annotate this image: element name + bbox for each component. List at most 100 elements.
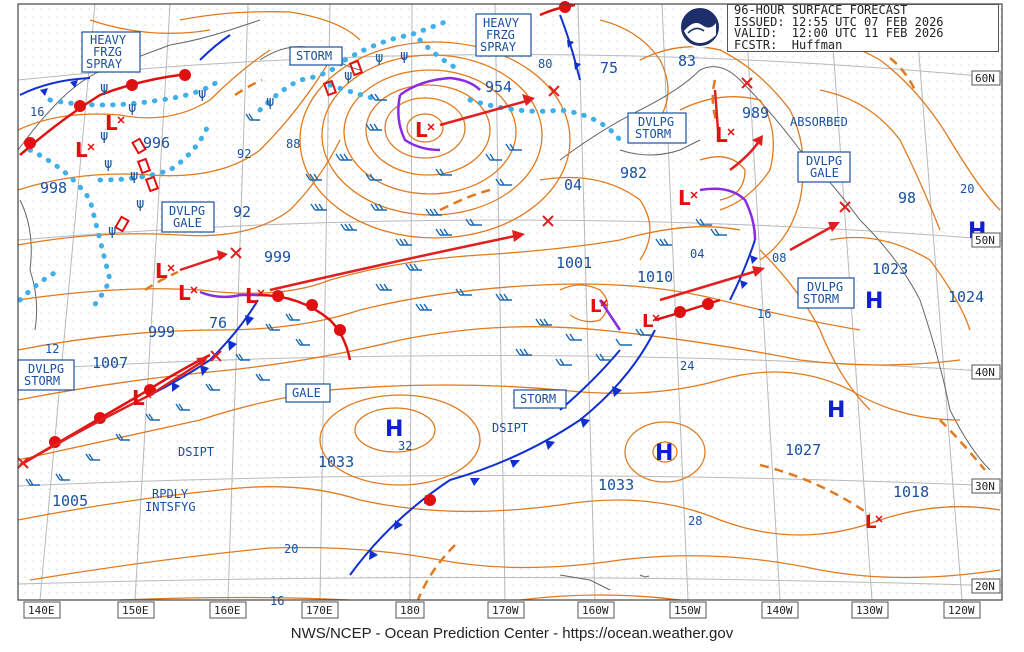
high-marker-h: H [865, 289, 883, 314]
latitude-label: 30N [975, 480, 995, 493]
isobar-value: 16 [30, 105, 44, 119]
isobar-value: 16 [757, 307, 771, 321]
warning-line: GALE [810, 166, 839, 180]
low-marker-l: L [245, 284, 258, 308]
svg-text:ψ: ψ [198, 86, 206, 102]
warning-line: STORM [24, 374, 60, 388]
longitude-labels: 140E 150E 160E 170E 180 170W 160W 150W 1… [23, 601, 981, 619]
pressure-value: 1024 [948, 288, 984, 306]
troughs [144, 57, 986, 601]
longitude-label: 160E [214, 604, 241, 617]
warning-box-gale-central: GALE [285, 383, 331, 403]
pressure-value: 92 [233, 203, 251, 221]
warning-box-dvlpg-storm-west: DVLPG STORM [17, 359, 75, 391]
warning-line: GALE [173, 216, 202, 230]
pressure-value: 999 [264, 248, 291, 266]
low-center-gulf-south: L [678, 186, 698, 210]
forecast-title: 96-HOUR SURFACE FORECAST [734, 3, 908, 17]
low-marker-l: L [415, 118, 428, 142]
pressure-value: 1018 [893, 483, 929, 501]
isobar-value: 12 [45, 342, 59, 356]
isobar-value: 32 [398, 439, 412, 453]
pressure-value: 1033 [598, 476, 634, 494]
longitude-label: 140W [766, 604, 793, 617]
latitude-50n: 50N [971, 232, 1001, 248]
svg-text:ψ: ψ [130, 168, 138, 184]
dsipt-label: DSIPT [492, 421, 528, 435]
noaa-logo-icon [678, 5, 722, 49]
low-center-aleutian: L [415, 118, 435, 142]
wind-barbs [25, 93, 727, 486]
low-center-west-a: L [155, 259, 175, 283]
latitude-40n: 40N [971, 364, 1001, 380]
svg-text:ψ: ψ [104, 156, 112, 172]
longitude-label: 180 [400, 604, 420, 617]
warning-line: DVLPG [169, 204, 205, 218]
forecaster: FCSTR: Huffman [734, 37, 843, 52]
low-centers: L L L L L L L L L L L L [75, 111, 883, 533]
track-arrowheads [196, 94, 840, 367]
warning-line: FRZG [93, 45, 122, 59]
low-marker-l: L [155, 259, 168, 283]
pressure-value: 996 [143, 134, 170, 152]
isobar-value: 28 [688, 514, 702, 528]
low-center-central-a: L [590, 296, 608, 317]
low-center-kuril-1: L [75, 138, 95, 162]
warning-line: SPRAY [86, 57, 123, 71]
warning-line: HEAVY [483, 16, 520, 30]
warning-box-heavy-frzg-spray-north: HEAVY FRZG SPRAY [475, 13, 532, 57]
isobar-value: 83 [678, 52, 696, 70]
high-marker-h: H [655, 441, 673, 466]
pressure-value: 1027 [785, 441, 821, 459]
longitude-label: 150E [122, 604, 149, 617]
latitude-labels: 60N 50N 40N 30N 20N [971, 70, 1001, 594]
isobar-value: 04 [690, 247, 704, 261]
latitude-20n: 20N [971, 578, 1001, 594]
pressure-values: 996 998 999 999 1007 1005 954 982 989 10… [40, 78, 984, 510]
warning-line: STORM [520, 392, 556, 406]
high-marker-h: H [827, 398, 845, 423]
intsfyg-label: INTSFYG [145, 500, 196, 514]
warning-box-dvlpg-storm-gulf: DVLPG STORM [627, 112, 687, 144]
longitude-label: 170E [306, 604, 333, 617]
pressure-value: 1005 [52, 492, 88, 510]
warning-line: DVLPG [28, 362, 64, 376]
warning-box-dvlpg-gale-kuril: DVLPG GALE [161, 201, 215, 233]
isobar-value: 92 [237, 147, 251, 161]
latitude-30n: 30N [971, 478, 1001, 494]
pressure-value: 998 [40, 179, 67, 197]
forecast-header: 96-HOUR SURFACE FORECAST ISSUED: 12:55 U… [679, 3, 999, 52]
low-center-southwest: L [132, 386, 152, 410]
occluded-fronts [199, 76, 757, 331]
low-center-west-b: L [178, 281, 198, 305]
svg-text:ψ: ψ [100, 128, 108, 144]
text-annotations: ABSORBED DSIPT DSIPT RPDLY INTSFYG [145, 115, 848, 514]
pressure-value: 1007 [92, 354, 128, 372]
valid-time: VALID: 12:00 UTC 11 FEB 2026 [734, 26, 944, 40]
low-marker-l: L [178, 281, 191, 305]
longitude-label: 150W [674, 604, 701, 617]
latitude-60n: 60N [971, 70, 1001, 86]
low-center-kuril-2: L [105, 111, 125, 135]
pressure-value: 1010 [637, 268, 673, 286]
low-center-gulf: L [715, 123, 735, 147]
svg-text:ψ: ψ [108, 223, 116, 239]
svg-text:ψ: ψ [375, 50, 383, 66]
low-center-central-b: L [642, 311, 660, 332]
dsipt-label: DSIPT [178, 445, 214, 459]
warning-line: SPRAY [480, 40, 517, 54]
longitude-label: 160W [582, 604, 609, 617]
isobars [17, 11, 1001, 601]
warning-box-heavy-frzg-spray-west: HEAVY FRZG SPRAY [81, 31, 141, 73]
warning-line: HEAVY [90, 33, 127, 47]
freezing-spray-symbols: ψ ψ ψ ψ ψ ψ ψ ψ ψ ψ ψ ψ [100, 48, 408, 239]
low-marker-l: L [642, 311, 653, 332]
frontal-blocks [114, 59, 364, 233]
isobar-value: 16 [270, 594, 284, 608]
footer-credit: NWS/NCEP - Ocean Prediction Center - htt… [290, 625, 734, 642]
warning-line: DVLPG [807, 280, 843, 294]
pressure-value: 1023 [872, 260, 908, 278]
pressure-value: 999 [148, 323, 175, 341]
warning-line: STORM [296, 49, 332, 63]
